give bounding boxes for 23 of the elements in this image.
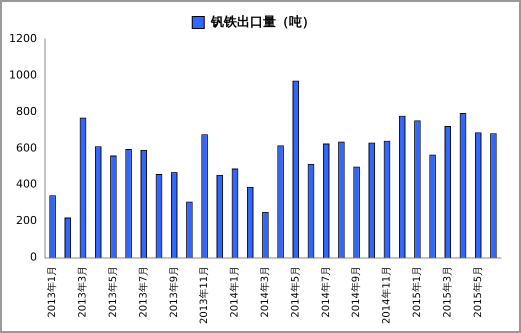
y-tick-label: 200	[16, 214, 37, 228]
x-tick-label: 2013年1月	[46, 266, 58, 318]
y-tick-label: 1200	[8, 32, 37, 45]
x-tick-label: 2015年1月	[410, 266, 423, 318]
x-tick-label: 2015年3月	[441, 266, 454, 318]
y-tick-label: 1000	[8, 68, 37, 82]
x-tick-label: 2014年1月	[228, 266, 241, 318]
x-tick-label: 2014年3月	[258, 266, 271, 318]
y-tick-label: 0	[30, 250, 37, 264]
y-tick-label: 600	[16, 141, 37, 154]
x-tick-label: 2013年7月	[137, 266, 150, 318]
x-tick-label: 2013年5月	[106, 266, 119, 318]
legend-label: 钒铁出口量（吨）	[210, 14, 315, 30]
x-tick-label: 2013年3月	[76, 266, 89, 318]
y-tick-label: 400	[16, 178, 37, 191]
x-tick-label: 2013年9月	[168, 266, 180, 318]
x-tick-label: 2014年11月	[380, 266, 393, 324]
x-tick-label: 2014年7月	[320, 266, 332, 318]
x-tick-label: 2014年9月	[350, 266, 362, 318]
y-tick-label: 800	[16, 104, 37, 118]
x-tick-label: 2015年5月	[472, 266, 484, 318]
x-tick-label: 2014年5月	[289, 266, 302, 318]
x-tick-label: 2013年11月	[198, 266, 210, 324]
